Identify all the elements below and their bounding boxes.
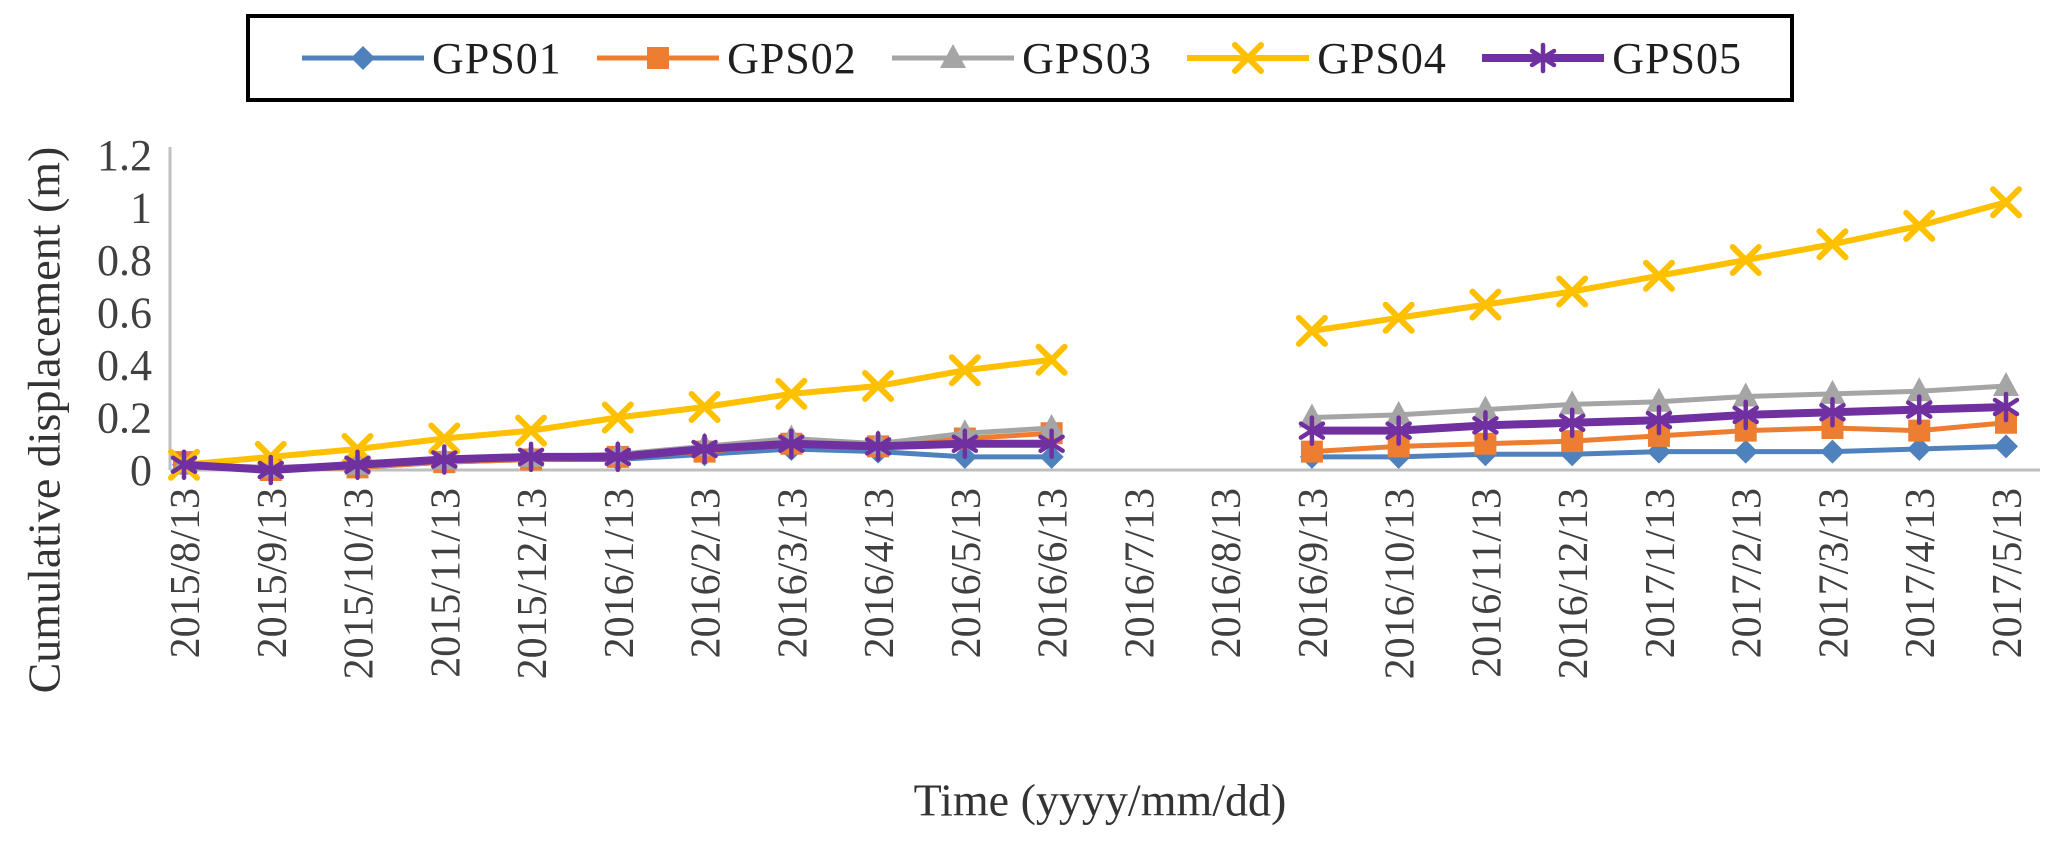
x-tick-label: 2015/8/13 <box>163 488 209 658</box>
y-axis-title: Cumulative displacement (m) <box>18 146 70 694</box>
x-tick-label: 2016/12/13 <box>1551 488 1597 679</box>
legend-label-gps01: GPS01 <box>432 33 562 83</box>
legend-label-gps04: GPS04 <box>1317 33 1447 83</box>
legend-item-gps01: GPS01 <box>298 33 562 84</box>
x-tick-label: 2016/1/13 <box>597 488 643 658</box>
x-tick-label: 2015/12/13 <box>510 488 556 679</box>
x-tick-label: 2016/6/13 <box>1031 488 1077 658</box>
x-tick-label: 2016/4/13 <box>857 488 903 658</box>
x-tick-label: 2017/2/13 <box>1725 488 1771 658</box>
x-tick-label: 2016/3/13 <box>770 488 816 658</box>
x-tick-label: 2015/9/13 <box>250 488 296 658</box>
x-tick-label: 2017/4/13 <box>1898 488 1944 658</box>
x-tick-label: 2016/2/13 <box>684 488 730 658</box>
legend-item-gps05: GPS05 <box>1478 33 1742 84</box>
x-tick-label: 2017/1/13 <box>1638 488 1684 658</box>
x-tick-label: 2016/11/13 <box>1464 488 1510 678</box>
y-tick-label: 0 <box>130 446 152 495</box>
y-tick-label: 0.4 <box>97 341 152 390</box>
legend-marker-gps05-icon <box>1482 42 1605 74</box>
x-tick-label: 2017/5/13 <box>1985 488 2031 658</box>
x-tick-label: 2016/8/13 <box>1204 488 1250 658</box>
y-tick-label: 0.2 <box>97 394 152 443</box>
y-tick-label: 1.2 <box>97 131 152 180</box>
legend-marker-gps02-icon <box>597 47 720 69</box>
y-tick-label: 0.8 <box>97 236 152 285</box>
legend-marker-gps01-icon <box>302 46 424 70</box>
y-tick-labels: 00.20.40.60.811.2 <box>97 131 152 495</box>
legend-label-gps05: GPS05 <box>1612 33 1742 83</box>
legend-marker-gps03-icon <box>892 44 1015 68</box>
y-tick-label: 1 <box>130 184 152 233</box>
legend-marker-gps04-icon <box>1187 42 1310 74</box>
legend-item-gps04: GPS04 <box>1183 33 1447 84</box>
x-tick-label: 2016/10/13 <box>1378 488 1424 679</box>
series-line <box>1308 199 2009 334</box>
axes <box>168 147 2040 472</box>
x-tick-label: 2016/9/13 <box>1291 488 1337 658</box>
y-tick-label: 0.6 <box>97 289 152 338</box>
chart-legend: GPS01 GPS02 GPS03 GPS04 GPS05 <box>246 14 1794 102</box>
x-tick-label: 2015/10/13 <box>337 488 383 679</box>
x-tick-label: 2015/11/13 <box>423 488 469 678</box>
x-axis-title: Time (yyyy/mm/dd) <box>913 774 1287 826</box>
legend-label-gps03: GPS03 <box>1022 33 1152 83</box>
legend-item-gps02: GPS02 <box>593 33 857 84</box>
series-gps04 <box>168 186 2022 481</box>
x-tick-labels: 2015/8/13 2015/9/13 2015/10/13 2015/11/13 20… <box>163 488 2031 679</box>
x-tick-label: 2017/3/13 <box>1811 488 1857 658</box>
x-tick-label: 2016/5/13 <box>944 488 990 658</box>
x-tick-label: 2016/7/13 <box>1117 488 1163 658</box>
legend-item-gps03: GPS03 <box>888 33 1152 84</box>
series-gps05 <box>170 391 2020 486</box>
legend-label-gps02: GPS02 <box>727 33 857 83</box>
